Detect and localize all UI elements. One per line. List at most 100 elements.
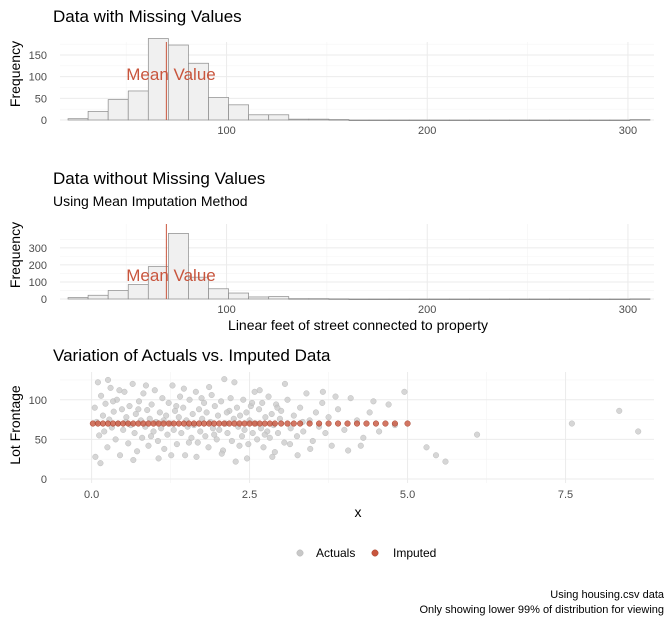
actuals-point xyxy=(218,450,225,457)
histogram-missing-title: Data with Missing Values xyxy=(53,7,242,26)
scatter-title: Variation of Actuals vs. Imputed Data xyxy=(53,346,331,365)
imputed-point xyxy=(185,420,192,427)
imputed-point xyxy=(130,420,137,427)
imputed-point xyxy=(271,420,278,427)
actuals-point xyxy=(91,404,98,411)
actuals-point xyxy=(287,425,294,432)
histogram-bar xyxy=(509,298,530,300)
actuals-point xyxy=(262,414,269,421)
y-tick-label: 100 xyxy=(29,277,47,289)
actuals-point xyxy=(118,406,125,413)
actuals-point xyxy=(335,406,342,413)
legend-actuals-label: Actuals xyxy=(316,546,355,560)
imputed-point xyxy=(195,420,203,427)
imputed-point xyxy=(110,420,117,427)
histogram-bar xyxy=(328,119,350,121)
actuals-point xyxy=(287,441,294,448)
actuals-point xyxy=(130,457,137,464)
histogram-imputed-x-ticks: 100 200 300 xyxy=(217,304,637,316)
imputed-point xyxy=(236,420,243,427)
actuals-point xyxy=(236,442,243,449)
actuals-point xyxy=(201,399,208,406)
actuals-point xyxy=(261,431,268,438)
actuals-point xyxy=(227,395,234,402)
scatter-y-axis-label: Lot Frontage xyxy=(7,385,23,465)
actuals-point xyxy=(432,452,439,459)
imputed-point xyxy=(251,420,258,427)
actuals-point xyxy=(102,400,109,407)
actuals-point xyxy=(208,391,215,398)
histogram-bar xyxy=(469,119,490,121)
imputed-point xyxy=(175,420,182,427)
actuals-point xyxy=(347,395,354,402)
actuals-point xyxy=(284,396,291,403)
actuals-point xyxy=(297,404,304,411)
actuals-point xyxy=(188,434,195,441)
actuals-point xyxy=(203,409,210,416)
actuals-point xyxy=(254,436,261,443)
actuals-point xyxy=(249,399,256,406)
actuals-point xyxy=(134,448,141,455)
histogram-bar xyxy=(489,119,510,121)
histogram-imputed-x-axis-label: Linear feet of street connected to prope… xyxy=(228,317,488,333)
histogram-bar xyxy=(408,119,430,121)
actuals-point xyxy=(147,433,154,440)
actuals-point xyxy=(177,393,184,400)
actuals-point xyxy=(126,403,133,410)
actuals-point xyxy=(211,431,218,438)
actuals-point xyxy=(164,431,171,438)
imputed-point xyxy=(278,420,285,427)
actuals-point xyxy=(241,426,248,433)
histogram-bar xyxy=(208,288,229,300)
histogram-imputed-mean-label: Mean Value xyxy=(126,266,215,285)
actuals-point xyxy=(99,412,106,419)
actuals-point xyxy=(214,412,221,419)
actuals-point xyxy=(121,388,128,395)
actuals-point xyxy=(163,412,170,419)
actuals-point xyxy=(155,455,162,462)
actuals-point xyxy=(266,434,273,441)
actuals-point xyxy=(196,406,203,413)
histogram-bar xyxy=(529,119,550,121)
actuals-point xyxy=(332,393,339,400)
imputed-point xyxy=(94,420,101,427)
actuals-point xyxy=(148,401,155,408)
histogram-imputed-panel: Data without Missing Values Using Mean I… xyxy=(7,169,654,333)
actuals-point xyxy=(237,412,244,419)
histogram-bar xyxy=(228,104,249,121)
x-tick-label: 300 xyxy=(619,304,637,316)
actuals-point xyxy=(159,395,166,402)
imputed-point xyxy=(284,420,291,427)
histogram-bar xyxy=(428,119,450,121)
imputed-point xyxy=(120,420,127,427)
actuals-point xyxy=(269,453,276,460)
histogram-bar xyxy=(188,276,209,300)
imputed-point xyxy=(165,420,172,427)
histogram-bar xyxy=(188,62,209,121)
actuals-point xyxy=(104,444,111,451)
imputed-point xyxy=(221,420,228,427)
y-tick-label: 0 xyxy=(41,474,47,486)
actuals-point xyxy=(101,428,108,435)
actuals-point xyxy=(110,398,117,405)
y-tick-label: 100 xyxy=(29,72,47,84)
actuals-point xyxy=(442,458,449,465)
actuals-point xyxy=(423,444,430,451)
histogram-bar xyxy=(308,298,330,300)
actuals-point xyxy=(140,390,147,397)
scatter-panel: Variation of Actuals vs. Imputed Data 0 5… xyxy=(7,346,654,520)
imputed-point xyxy=(155,420,162,427)
imputed-point xyxy=(382,420,389,427)
x-tick-label: 200 xyxy=(418,125,436,137)
actuals-point xyxy=(240,396,247,403)
actuals-point xyxy=(182,452,189,459)
scatter-x-ticks: 0.0 2.5 5.0 7.5 xyxy=(84,489,573,501)
actuals-point xyxy=(213,436,220,443)
histogram-bar xyxy=(408,298,430,300)
imputed-point xyxy=(190,420,198,427)
actuals-point xyxy=(385,401,392,408)
actuals-point xyxy=(173,403,180,410)
histogram-bar xyxy=(569,119,591,121)
actuals-point xyxy=(275,430,282,437)
